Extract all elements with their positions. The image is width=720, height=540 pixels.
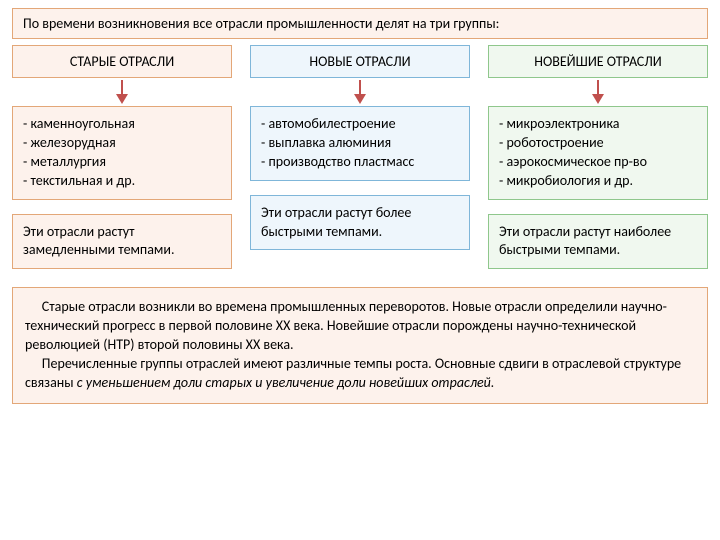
arrow-down-icon (352, 80, 368, 104)
column-newest: НОВЕЙШИЕ ОТРАСЛИ - микроэлектроника- роб… (488, 45, 708, 269)
col-newest-examples: - микроэлектроника- роботостроение- аэро… (488, 106, 708, 200)
col-old-examples: - каменноугольная- железорудная- металлу… (12, 106, 232, 200)
summary-p1: Старые отрасли возникли во времена промы… (25, 298, 667, 353)
col-old-header: СТАРЫЕ ОТРАСЛИ (12, 45, 232, 78)
title-box: По времени возникновения все отрасли про… (12, 8, 708, 39)
arrow-down-icon (590, 80, 606, 104)
summary-p2b: с уменьшением доли старых и увеличение д… (77, 374, 495, 391)
col-newest-header: НОВЕЙШИЕ ОТРАСЛИ (488, 45, 708, 78)
arrow-down-icon (114, 80, 130, 104)
col-new-examples: - автомобилестроение- выплавка алюминия-… (250, 106, 470, 181)
columns-row: СТАРЫЕ ОТРАСЛИ - каменноугольная- железо… (12, 45, 708, 269)
col-new-growth: Эти отрасли растут более быстрыми темпам… (250, 195, 470, 251)
col-newest-growth: Эти отрасли растут наиболее быстрыми тем… (488, 214, 708, 270)
col-old-growth: Эти отрасли растут замедленными тем­пами… (12, 214, 232, 270)
summary-box: Старые отрасли возникли во времена промы… (12, 287, 708, 403)
column-old: СТАРЫЕ ОТРАСЛИ - каменноугольная- железо… (12, 45, 232, 269)
col-new-header: НОВЫЕ ОТРАСЛИ (250, 45, 470, 78)
column-new: НОВЫЕ ОТРАСЛИ - автомобилестроение- выпл… (250, 45, 470, 269)
